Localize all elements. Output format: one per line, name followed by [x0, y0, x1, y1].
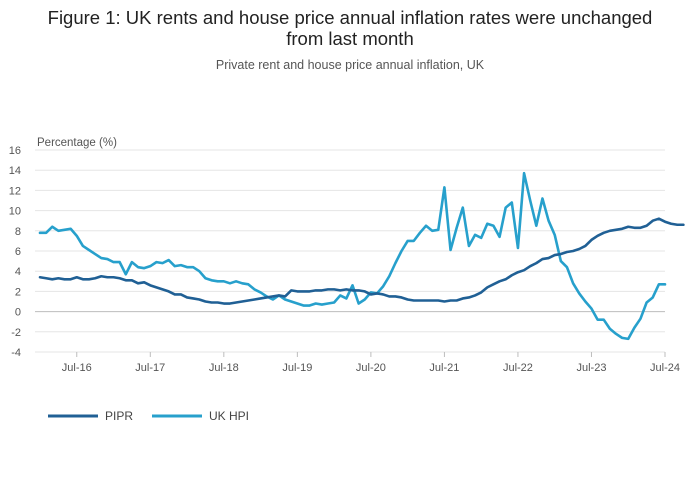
y-tick-label: 16 [9, 145, 21, 157]
y-tick-label: 4 [15, 266, 21, 278]
y-tick-label: 14 [9, 165, 21, 177]
y-axis-ticks: -4 -2 0 2 4 6 8 10 12 14 16 [9, 145, 21, 359]
chart-title-line2: from last month [286, 28, 414, 49]
y-tick-label: 6 [15, 246, 21, 258]
chart-subtitle: Private rent and house price annual infl… [216, 58, 485, 72]
y-tick-label: -2 [11, 327, 21, 339]
x-tick-label: Jul-17 [135, 362, 165, 374]
x-tick-label: Jul-20 [356, 362, 386, 374]
x-tick-label: Jul-24 [650, 362, 680, 374]
series-line-pipr [38, 217, 685, 305]
y-tick-label: 2 [15, 286, 21, 298]
series-line-uk-hpi [38, 171, 667, 341]
x-tick-label: Jul-18 [209, 362, 239, 374]
x-tick-label: Jul-19 [282, 362, 312, 374]
y-tick-label: 8 [15, 226, 21, 238]
y-axis-label: Percentage (%) [37, 137, 117, 149]
y-tick-label: 12 [9, 185, 21, 197]
legend: PIPR UK HPI [48, 409, 249, 423]
x-tick-label: Jul-21 [429, 362, 459, 374]
gridlines [35, 149, 665, 353]
x-tick-label: Jul-22 [503, 362, 533, 374]
x-axis-ticks: Jul-16 Jul-17 Jul-18 Jul-19 Jul-20 Jul-21 Jul-… [62, 352, 680, 374]
series-lines [38, 171, 685, 341]
chart-title-line1: Figure 1: UK rents and house price annua… [48, 7, 653, 28]
legend-label: PIPR [105, 409, 133, 423]
x-tick-label: Jul-23 [576, 362, 606, 374]
y-tick-label: 0 [15, 307, 21, 319]
x-tick-label: Jul-16 [62, 362, 92, 374]
legend-label: UK HPI [209, 409, 249, 423]
y-tick-label: -4 [11, 347, 21, 359]
y-tick-label: 10 [9, 206, 21, 218]
